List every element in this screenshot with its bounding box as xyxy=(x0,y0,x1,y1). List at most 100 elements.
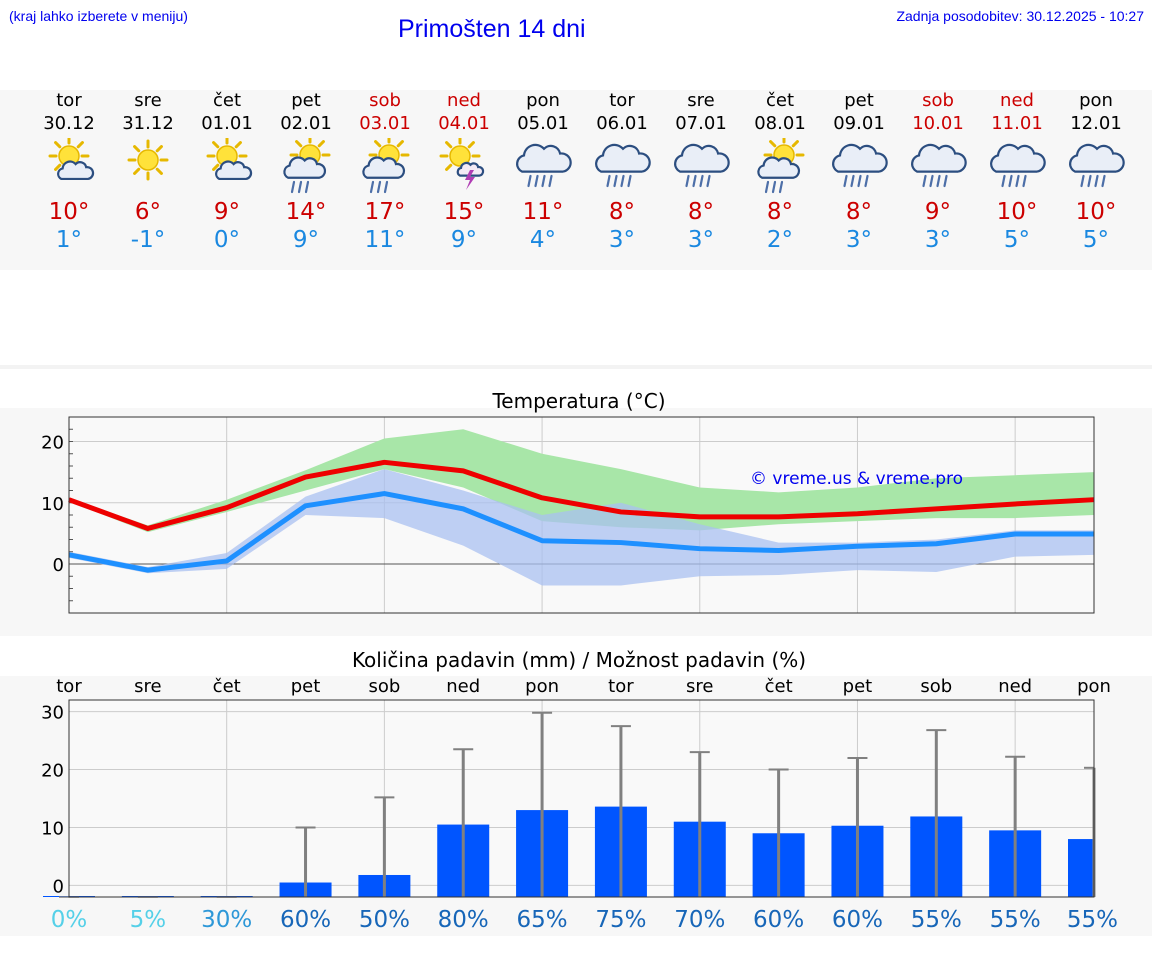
min-temp: 3° xyxy=(845,227,873,253)
last-update: Zadnja posodobitev: 30.12.2025 - 10:27 xyxy=(896,8,1144,24)
precip-probability: 65% xyxy=(517,907,568,933)
y-tick-label: 20 xyxy=(41,433,64,454)
y-tick-label: 10 xyxy=(41,818,64,839)
day-name: pon xyxy=(1079,90,1113,111)
min-temp: -1° xyxy=(130,227,166,253)
min-temp: 5° xyxy=(1003,227,1031,253)
page-title: Primošten 14 dni xyxy=(398,15,586,43)
sun-cloud-rain-icon xyxy=(276,134,336,198)
precip-probability: 55% xyxy=(1067,907,1118,933)
x-tick-label: sre xyxy=(134,676,161,697)
min-temp: 4° xyxy=(529,227,557,253)
precip-probability: 0% xyxy=(51,907,88,933)
precip-probability: 55% xyxy=(911,907,962,933)
x-tick-label: tor xyxy=(56,676,82,697)
precip-probability: 5% xyxy=(130,907,167,933)
precip-probability: 75% xyxy=(595,907,646,933)
day-name: sre xyxy=(134,90,162,111)
x-tick-label: ned xyxy=(446,676,480,697)
day-name: sre xyxy=(687,90,715,111)
x-tick-label: čet xyxy=(765,676,793,697)
day-date: 30.12 xyxy=(43,113,95,134)
day-name: sob xyxy=(369,90,401,111)
cloud-rain-icon xyxy=(1066,138,1126,198)
sun-cloud-icon xyxy=(197,135,257,198)
min-temp: 9° xyxy=(450,227,478,253)
day-name: pet xyxy=(844,90,874,111)
plot-frame xyxy=(68,416,1095,614)
cloud-rain-icon xyxy=(908,138,968,198)
min-temp: 3° xyxy=(924,227,952,253)
max-temp: 10° xyxy=(996,199,1038,225)
x-tick-label: tor xyxy=(608,676,634,697)
x-tick-label: pet xyxy=(843,676,873,697)
day-name: pet xyxy=(291,90,321,111)
max-temp: 14° xyxy=(285,199,327,225)
day-name: tor xyxy=(609,90,635,111)
day-date: 07.01 xyxy=(675,113,727,134)
precip-probability: 60% xyxy=(280,907,331,933)
min-temp: 11° xyxy=(364,227,406,253)
sun-thunder-icon xyxy=(434,135,494,198)
day-date: 10.01 xyxy=(912,113,964,134)
chart-title: Količina padavin (mm) / Možnost padavin … xyxy=(352,648,806,672)
max-temp: 9° xyxy=(924,199,952,225)
max-temp: 10° xyxy=(48,199,90,225)
max-temp: 15° xyxy=(443,199,485,225)
day-date: 11.01 xyxy=(991,113,1043,134)
precip-probability: 30% xyxy=(201,907,252,933)
sun-icon xyxy=(118,138,178,198)
precip-probability: 50% xyxy=(359,907,410,933)
x-tick-label: pet xyxy=(291,676,321,697)
day-name: pon xyxy=(526,90,560,111)
series-line-max xyxy=(68,459,1095,531)
cloud-rain-icon xyxy=(987,138,1047,198)
day-name: ned xyxy=(1000,90,1034,111)
precip-probability: 60% xyxy=(753,907,804,933)
min-temp: 0° xyxy=(213,227,241,253)
day-date: 02.01 xyxy=(280,113,332,134)
precip-probability: 55% xyxy=(990,907,1041,933)
day-date: 04.01 xyxy=(438,113,490,134)
cloud-rain-icon xyxy=(513,138,573,198)
cloud-rain-icon xyxy=(671,138,731,198)
min-temp: 5° xyxy=(1082,227,1110,253)
day-name: sob xyxy=(922,90,954,111)
max-temp: 17° xyxy=(364,199,406,225)
min-temp: 3° xyxy=(687,227,715,253)
x-tick-label: pon xyxy=(525,676,559,697)
precip-probability: 60% xyxy=(832,907,883,933)
day-date: 31.12 xyxy=(122,113,174,134)
y-tick-label: 20 xyxy=(41,761,64,782)
sun-cloud-rain-icon xyxy=(355,134,415,198)
y-tick-label: 0 xyxy=(53,876,64,897)
divider xyxy=(0,365,1152,369)
x-tick-label: pon xyxy=(1077,676,1111,697)
day-name: ned xyxy=(447,90,481,111)
sun-cloud-icon xyxy=(39,135,99,198)
day-name: čet xyxy=(765,90,795,111)
day-name: čet xyxy=(212,90,242,111)
location-hint: (kraj lahko izberete v meniju) xyxy=(9,8,188,24)
max-temp: 9° xyxy=(213,199,241,225)
precip-probability: 70% xyxy=(674,907,725,933)
x-tick-label: sob xyxy=(920,676,952,697)
watermark: © vreme.us & vreme.pro xyxy=(750,469,963,489)
cloud-rain-icon xyxy=(829,138,889,198)
precip-bar xyxy=(1068,839,1094,897)
uncertainty-band xyxy=(69,429,1094,533)
day-date: 09.01 xyxy=(833,113,885,134)
max-temp: 6° xyxy=(134,199,162,225)
forecast-band xyxy=(0,90,1152,270)
x-tick-label: sob xyxy=(368,676,400,697)
day-date: 06.01 xyxy=(596,113,648,134)
max-temp: 8° xyxy=(766,199,794,225)
max-temp: 10° xyxy=(1075,199,1117,225)
temperature-chart: Temperatura (°C) 0 10 20 © vreme.us & vreme.… xyxy=(41,389,1095,614)
uncertainty-band xyxy=(69,469,1094,586)
day-date: 08.01 xyxy=(754,113,806,134)
series-line-min xyxy=(68,491,1094,573)
y-tick-label: 10 xyxy=(41,494,64,515)
day-date: 03.01 xyxy=(359,113,411,134)
max-temp: 11° xyxy=(522,199,564,225)
